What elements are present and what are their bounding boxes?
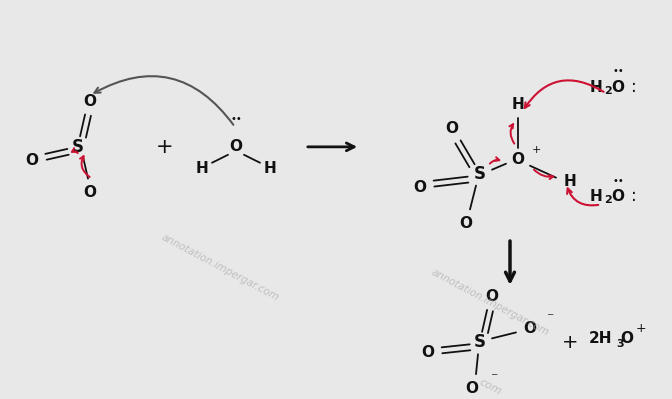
Text: +: + [562, 333, 578, 352]
Text: O: O [446, 120, 458, 136]
Text: H: H [589, 189, 602, 204]
Text: O: O [413, 180, 427, 195]
Text: ••: •• [230, 114, 242, 124]
Text: +: + [156, 137, 174, 157]
Text: O: O [612, 80, 624, 95]
Text: H: H [196, 161, 208, 176]
Text: +: + [636, 322, 646, 335]
Text: O: O [466, 381, 478, 395]
Text: O: O [230, 139, 243, 154]
Text: H: H [589, 80, 602, 95]
Text: S: S [474, 165, 486, 183]
Text: ⁻: ⁻ [546, 312, 554, 326]
Text: annotation.impergar.com: annotation.impergar.com [159, 233, 280, 303]
Text: O: O [421, 345, 435, 360]
Text: S: S [72, 138, 84, 156]
Text: O: O [523, 321, 536, 336]
Text: com: com [477, 377, 503, 397]
Text: O: O [83, 94, 97, 109]
Text: O: O [485, 289, 499, 304]
Text: 2H: 2H [588, 331, 612, 346]
Text: annotation.impergar.com: annotation.impergar.com [429, 267, 550, 338]
Text: S: S [474, 333, 486, 352]
Text: 2: 2 [604, 196, 612, 205]
Text: H: H [564, 174, 577, 189]
Text: 2: 2 [604, 86, 612, 96]
Text: ••: •• [612, 176, 624, 186]
Text: :: : [631, 188, 637, 205]
Text: O: O [83, 185, 97, 200]
Text: 3: 3 [616, 339, 624, 350]
Text: ⁻: ⁻ [491, 371, 498, 385]
Text: O: O [620, 331, 634, 346]
Text: :: : [631, 78, 637, 96]
Text: O: O [612, 189, 624, 204]
Text: H: H [263, 161, 276, 176]
Text: O: O [460, 216, 472, 231]
Text: O: O [26, 153, 38, 168]
Text: +: + [532, 145, 541, 155]
Text: O: O [511, 152, 525, 167]
Text: ••: •• [612, 67, 624, 77]
Text: H: H [511, 97, 524, 112]
